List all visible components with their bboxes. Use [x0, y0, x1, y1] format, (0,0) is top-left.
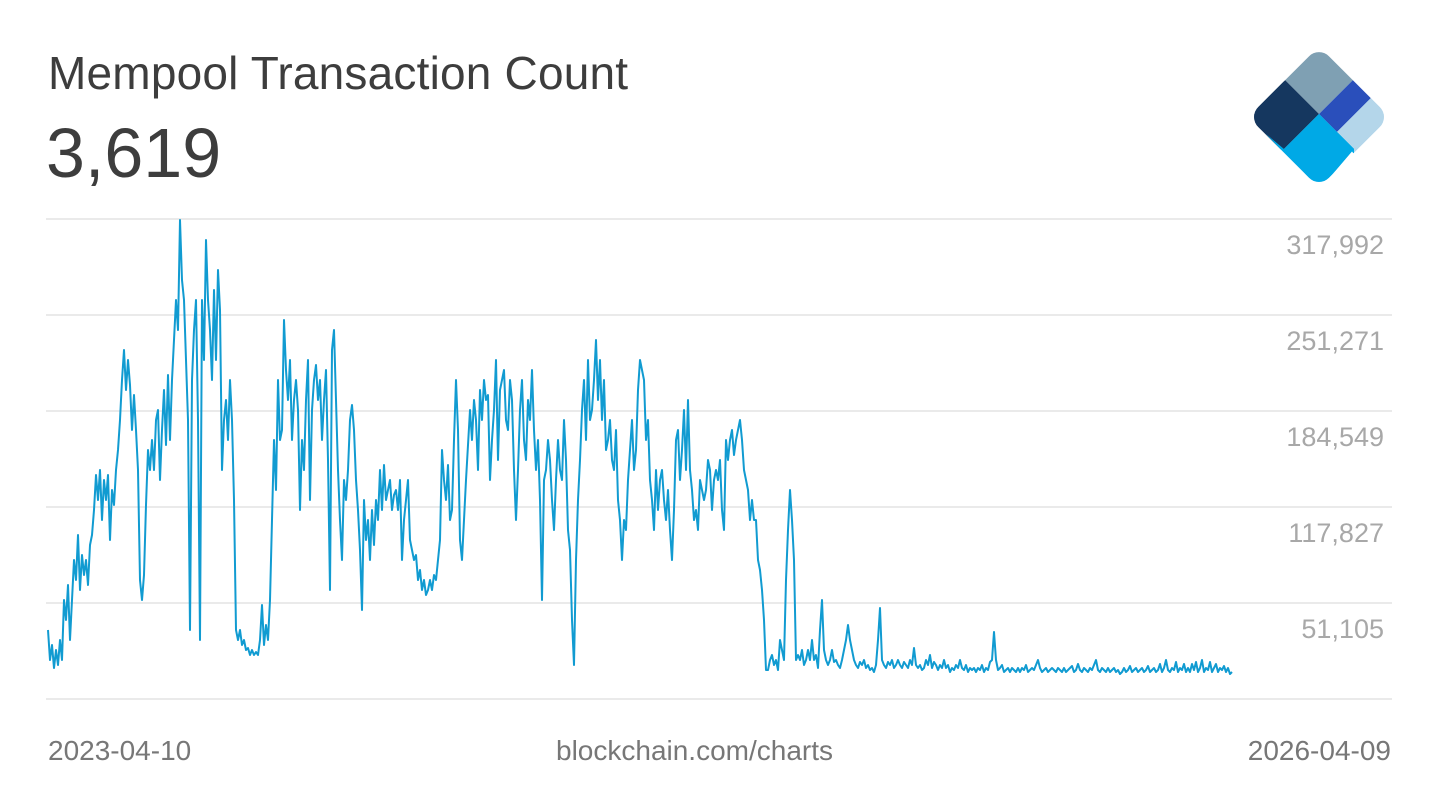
chart-title: Mempool Transaction Count	[48, 47, 629, 99]
y-axis-label-251271: 251,271	[1286, 326, 1384, 356]
y-axis-label-317992: 317,992	[1286, 230, 1384, 260]
current-value: 3,619	[46, 114, 222, 192]
gridlines	[46, 218, 1392, 700]
y-axis-label-184549: 184,549	[1286, 422, 1384, 452]
y-axis-label-51105: 51,105	[1301, 614, 1384, 644]
end-date-label: 2026-04-09	[1247, 735, 1391, 766]
series-line	[47, 219, 1233, 675]
source-link[interactable]: blockchain.com/charts	[556, 735, 834, 766]
y-axis-label-117827: 117,827	[1288, 518, 1384, 548]
start-date-label: 2023-04-10	[48, 735, 192, 766]
blockchain-logo-icon	[1248, 46, 1390, 188]
